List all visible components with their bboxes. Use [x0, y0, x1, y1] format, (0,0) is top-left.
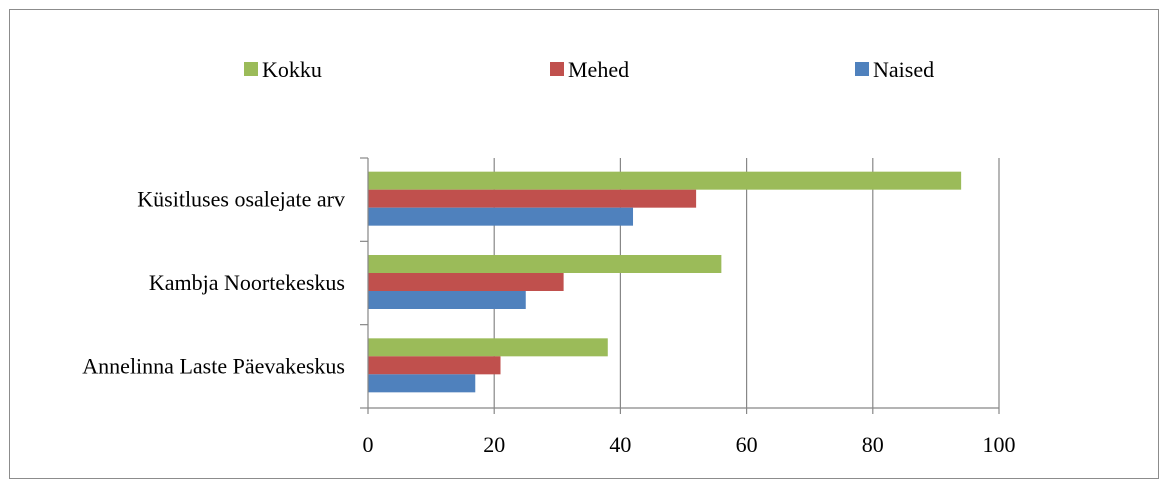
x-tick-label: 20 [483, 432, 505, 457]
bars [368, 171, 962, 393]
chart-frame [9, 9, 1159, 479]
bar-kokku [368, 338, 608, 357]
bar-naised [368, 207, 634, 226]
bar-naised [368, 291, 526, 309]
bar-mehed [368, 273, 564, 291]
legend: Kokku Mehed Naised [244, 57, 934, 82]
bar-mehed [368, 189, 697, 208]
legend-label: Kokku [262, 57, 322, 82]
bar-naised [368, 374, 476, 393]
bar-chart: 0 20 40 60 80 100 Küsitluses osalejate arv Kamb… [82, 57, 1015, 457]
labels: 0 20 40 60 80 100 Küsitluses osalejate arv Kamb… [82, 187, 1015, 457]
legend-swatch [550, 62, 564, 76]
axes [360, 157, 1000, 414]
legend-swatch [244, 62, 258, 76]
category-label: Küsitluses osalejate arv [137, 187, 345, 212]
bar-mehed [368, 356, 501, 375]
x-tick-label: 60 [736, 432, 758, 457]
bar-kokku [368, 171, 962, 190]
category-label: Annelinna Laste Päevakeskus [82, 353, 345, 378]
legend-label: Mehed [568, 57, 629, 82]
bar-kokku [368, 255, 722, 273]
x-tick-label: 0 [363, 432, 374, 457]
x-tick-label: 40 [609, 432, 631, 457]
legend-label: Naised [873, 57, 934, 82]
category-label: Kambja Noortekeskus [149, 270, 345, 295]
x-tick-label: 80 [862, 432, 884, 457]
x-tick-label: 100 [983, 432, 1016, 457]
legend-swatch [855, 62, 869, 76]
